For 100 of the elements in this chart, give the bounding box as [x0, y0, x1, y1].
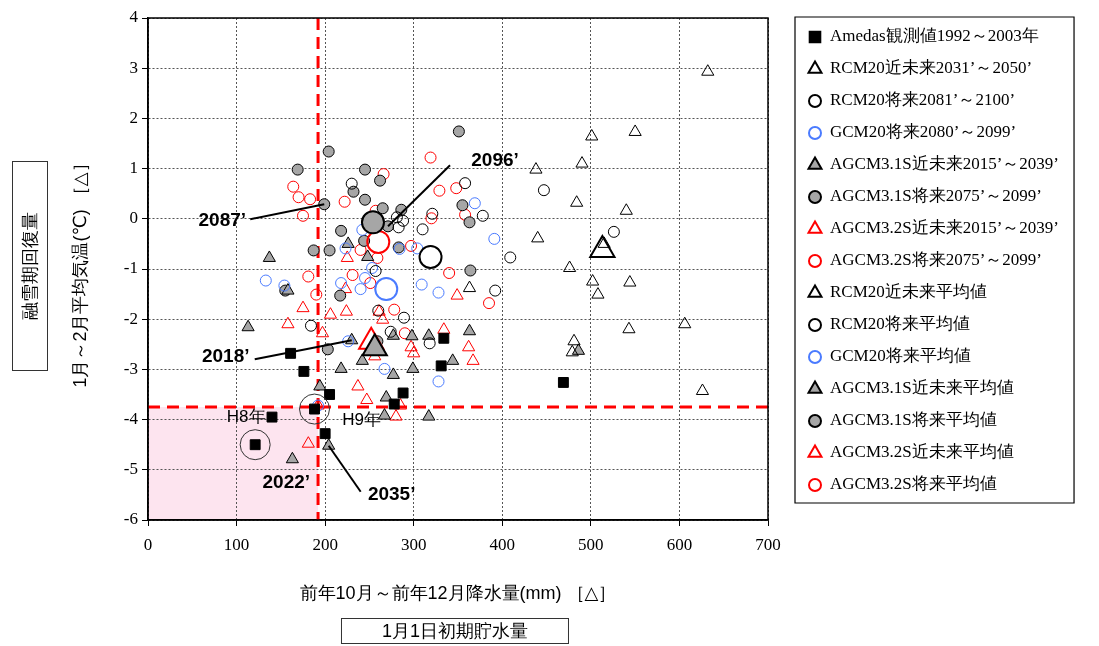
- point: [415, 278, 428, 291]
- point: [422, 409, 436, 421]
- point: [291, 163, 304, 176]
- point: [466, 353, 480, 365]
- point: [437, 322, 451, 334]
- point: [354, 243, 367, 256]
- point: [504, 251, 517, 264]
- point: [557, 377, 569, 388]
- point: [386, 367, 400, 379]
- x-tick-label: 400: [489, 534, 516, 554]
- point: [366, 229, 391, 254]
- point: [319, 428, 331, 440]
- point: [359, 272, 371, 285]
- legend-label: RCM20近未来2031’～2050’: [830, 58, 1033, 78]
- point: [360, 210, 385, 235]
- point: [334, 361, 348, 373]
- point: [292, 191, 305, 204]
- point: [259, 274, 272, 287]
- point: [406, 361, 420, 373]
- point: [355, 353, 369, 365]
- point: [489, 284, 502, 297]
- point: [701, 64, 715, 76]
- point: [438, 332, 450, 344]
- y-axis-title: 1月～2月平均気温(℃) ［△］: [69, 154, 91, 388]
- point: [297, 209, 309, 222]
- point: [398, 327, 411, 340]
- point: [388, 398, 400, 410]
- point: [356, 223, 369, 236]
- point: [570, 195, 584, 207]
- point: [315, 325, 330, 338]
- point: [392, 221, 405, 234]
- point: [452, 125, 465, 138]
- point: [483, 297, 495, 310]
- x-tick-label: 200: [312, 534, 338, 554]
- point: [389, 409, 403, 421]
- point: [285, 451, 299, 464]
- legend-label: GCM20将来平均値: [830, 346, 971, 366]
- point: [339, 304, 353, 316]
- y-tick-label: -3: [123, 358, 138, 378]
- point: [369, 265, 382, 278]
- legend-label: AGCM3.2S近未来2015’～2039’: [830, 218, 1060, 238]
- legend-label: GCM20将来2080’～2099’: [830, 122, 1017, 142]
- point: [416, 223, 429, 236]
- point: [360, 392, 374, 405]
- point: [459, 177, 472, 190]
- point: [302, 270, 315, 283]
- point: [388, 303, 401, 316]
- x-tick-label: 300: [400, 534, 427, 554]
- point: [361, 249, 375, 261]
- point: [411, 242, 424, 255]
- point: [338, 195, 351, 208]
- y-tick-label: 2: [129, 107, 138, 127]
- point: [464, 264, 477, 277]
- point: [462, 339, 476, 352]
- point: [450, 288, 464, 300]
- text: 融雪期回復量: [12, 161, 48, 371]
- point: [423, 337, 436, 350]
- point: [695, 383, 710, 395]
- y-tick-label: -6: [123, 509, 138, 529]
- point: [241, 319, 255, 332]
- y-tick-label: 1: [129, 158, 138, 178]
- point: [468, 197, 481, 210]
- annotation: 2018’: [201, 344, 250, 366]
- point: [378, 362, 391, 375]
- point: [443, 267, 456, 280]
- point: [359, 193, 371, 206]
- point: [322, 145, 335, 158]
- point: [425, 212, 438, 225]
- point: [281, 316, 295, 329]
- legend-label: AGCM3.1S近未来2015’～2039’: [830, 154, 1060, 174]
- point: [531, 230, 545, 243]
- point: [335, 277, 348, 290]
- point: [304, 193, 317, 206]
- point: [586, 274, 600, 286]
- point: [405, 328, 419, 341]
- point: [364, 277, 377, 290]
- annotation: 2035’: [367, 482, 416, 504]
- point: [433, 184, 446, 197]
- point: [307, 244, 320, 257]
- legend-label: Amedas観測値1992～2003年: [830, 26, 1039, 46]
- point: [407, 345, 421, 358]
- point: [623, 275, 637, 287]
- point: [346, 269, 359, 282]
- point: [310, 288, 323, 301]
- point: [390, 211, 403, 224]
- point: [537, 184, 550, 197]
- legend-label: AGCM3.2S将来2075’～2099’: [830, 250, 1043, 270]
- point: [405, 239, 418, 252]
- point: [456, 199, 469, 212]
- point: [397, 311, 410, 324]
- point: [278, 279, 291, 292]
- point: [296, 300, 310, 313]
- point: [262, 250, 276, 262]
- point: [432, 286, 445, 299]
- point: [432, 375, 445, 388]
- point: [377, 168, 390, 181]
- y-tick-label: 3: [129, 57, 138, 77]
- point: [266, 411, 278, 423]
- point: [446, 353, 460, 365]
- point: [426, 207, 439, 220]
